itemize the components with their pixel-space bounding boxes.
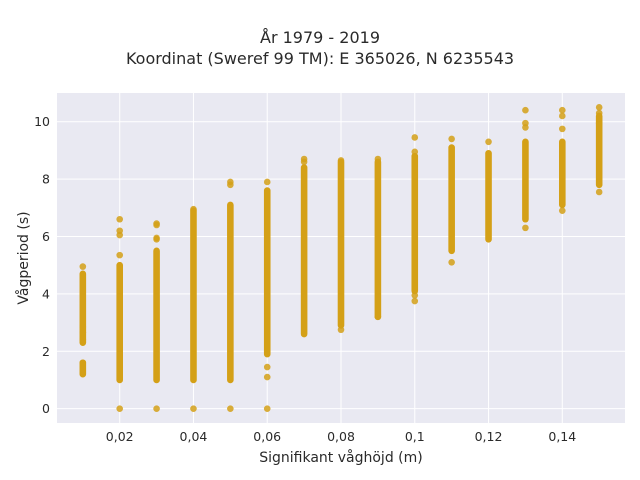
data-point — [337, 326, 345, 334]
y-tick-label: 8 — [42, 172, 50, 187]
data-point — [116, 231, 124, 239]
data-point — [79, 359, 87, 367]
x-tick-label: 0,06 — [253, 429, 281, 444]
y-tick-label: 0 — [42, 401, 50, 416]
data-point — [411, 134, 419, 141]
data-point — [374, 155, 382, 163]
data-point — [263, 373, 271, 381]
data-point — [263, 178, 271, 186]
data-point — [595, 119, 603, 127]
data-band — [190, 207, 197, 384]
data-band — [522, 138, 529, 223]
data-point — [263, 363, 271, 371]
data-band — [153, 247, 160, 384]
x-tick-label: 0,02 — [106, 429, 134, 444]
data-point — [153, 221, 160, 229]
data-band — [411, 152, 419, 295]
data-point — [522, 224, 529, 232]
data-point — [79, 336, 87, 344]
data-band — [374, 158, 382, 321]
data-point — [411, 297, 419, 305]
data-point — [153, 236, 160, 243]
data-point — [595, 188, 603, 196]
y-axis-title: Vågperiod (s) — [15, 211, 32, 304]
data-point — [263, 405, 271, 412]
data-band — [558, 138, 566, 209]
x-tick-label: 0,04 — [180, 429, 208, 444]
data-point — [227, 405, 234, 412]
data-point — [374, 313, 382, 321]
y-gridlines — [57, 121, 625, 410]
data-point — [522, 106, 529, 114]
data-band — [485, 149, 492, 243]
chart-subtitle: Koordinat (Sweref 99 TM): E 365026, N 62… — [125, 49, 515, 68]
data-point — [558, 106, 566, 114]
data-band — [595, 112, 603, 189]
data-point — [448, 259, 455, 266]
data-band — [300, 164, 308, 338]
data-point — [558, 207, 566, 214]
data-point — [595, 104, 603, 111]
data-point — [116, 251, 124, 259]
data-point — [190, 205, 197, 213]
data-points — [79, 104, 603, 412]
data-point — [522, 124, 529, 131]
y-tick-labels: 0 2 4 6 8 10 — [34, 114, 50, 416]
data-band — [263, 187, 271, 358]
y-tick-label: 2 — [42, 344, 50, 359]
y-tick-label: 10 — [34, 114, 50, 129]
chart-title: År 1979 - 2019 — [260, 28, 380, 47]
data-point — [79, 263, 87, 270]
data-point — [190, 405, 197, 412]
x-tick-label: 0,1 — [405, 429, 425, 444]
y-tick-label: 4 — [42, 286, 50, 301]
data-point — [448, 135, 455, 143]
data-band — [227, 201, 234, 384]
data-band — [116, 261, 124, 384]
data-point — [227, 181, 234, 189]
data-point — [337, 157, 345, 164]
x-tick-label: 0,14 — [548, 429, 576, 444]
data-point — [79, 329, 87, 336]
data-point — [411, 148, 419, 156]
x-axis-title: Signifikant våghöjd (m) — [259, 449, 422, 466]
data-point — [411, 292, 419, 299]
data-point — [153, 405, 160, 412]
data-band — [448, 144, 455, 255]
data-point — [485, 138, 492, 146]
data-point — [595, 109, 603, 117]
data-point — [116, 215, 124, 223]
x-tick-label: 0,12 — [475, 429, 503, 444]
data-point — [79, 323, 87, 331]
data-point — [558, 112, 566, 120]
x-tick-label: 0,08 — [327, 429, 355, 444]
y-tick-label: 6 — [42, 229, 50, 244]
data-band — [337, 158, 345, 329]
data-point — [558, 125, 566, 133]
data-point — [116, 405, 124, 412]
x-tick-labels: 0,02 0,04 0,06 0,08 0,1 0,12 0,14 — [106, 429, 576, 444]
data-point — [300, 158, 308, 166]
